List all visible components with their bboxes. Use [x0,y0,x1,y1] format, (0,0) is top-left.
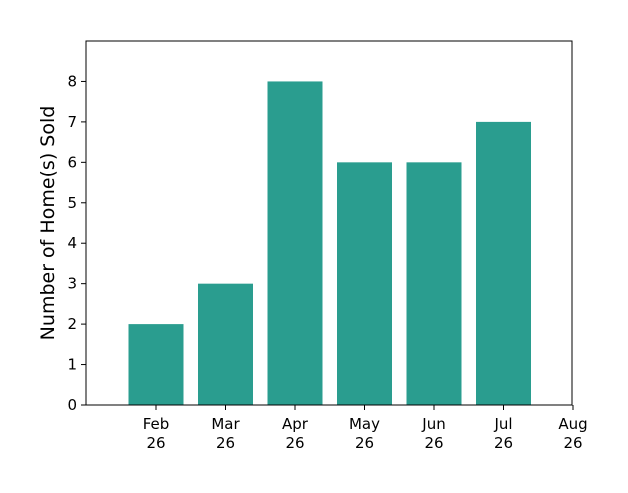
x-tick-label: Aug [558,415,587,433]
bar-feb-26 [129,324,184,405]
x-tick-label: 26 [285,434,304,452]
bar-jul-26 [476,122,531,405]
x-tick-label: Jul [493,415,512,433]
x-tick-label: 26 [146,434,165,452]
x-tick-label: Jun [421,415,445,433]
bars-group [129,81,532,405]
bar-jun-26 [407,162,462,405]
y-tick-label: 6 [67,153,77,171]
x-tick-label: May [349,415,380,433]
bar-may-26 [337,162,392,405]
x-tick-label: Apr [282,415,309,433]
x-tick-label: 26 [355,434,374,452]
y-tick-label: 7 [67,113,77,131]
y-tick-label: 0 [67,396,77,414]
x-tick-label: 26 [424,434,443,452]
x-tick-label: 26 [494,434,513,452]
x-tick-label: 26 [563,434,582,452]
bar-mar-26 [198,284,253,405]
x-tick-label: Mar [211,415,240,433]
x-tick-label: Feb [143,415,170,433]
y-tick-label: 5 [67,194,77,212]
y-tick-label: 4 [67,234,77,252]
y-tick-label: 8 [67,72,77,90]
y-tick-label: 3 [67,275,77,293]
x-tick-label: 26 [216,434,235,452]
y-tick-label: 1 [67,356,77,374]
bar-apr-26 [268,81,323,405]
y-axis-title: Number of Home(s) Sold [37,106,59,341]
y-tick-label: 2 [67,315,77,333]
y-axis: 0 1 2 3 4 5 6 7 8 [67,72,86,414]
